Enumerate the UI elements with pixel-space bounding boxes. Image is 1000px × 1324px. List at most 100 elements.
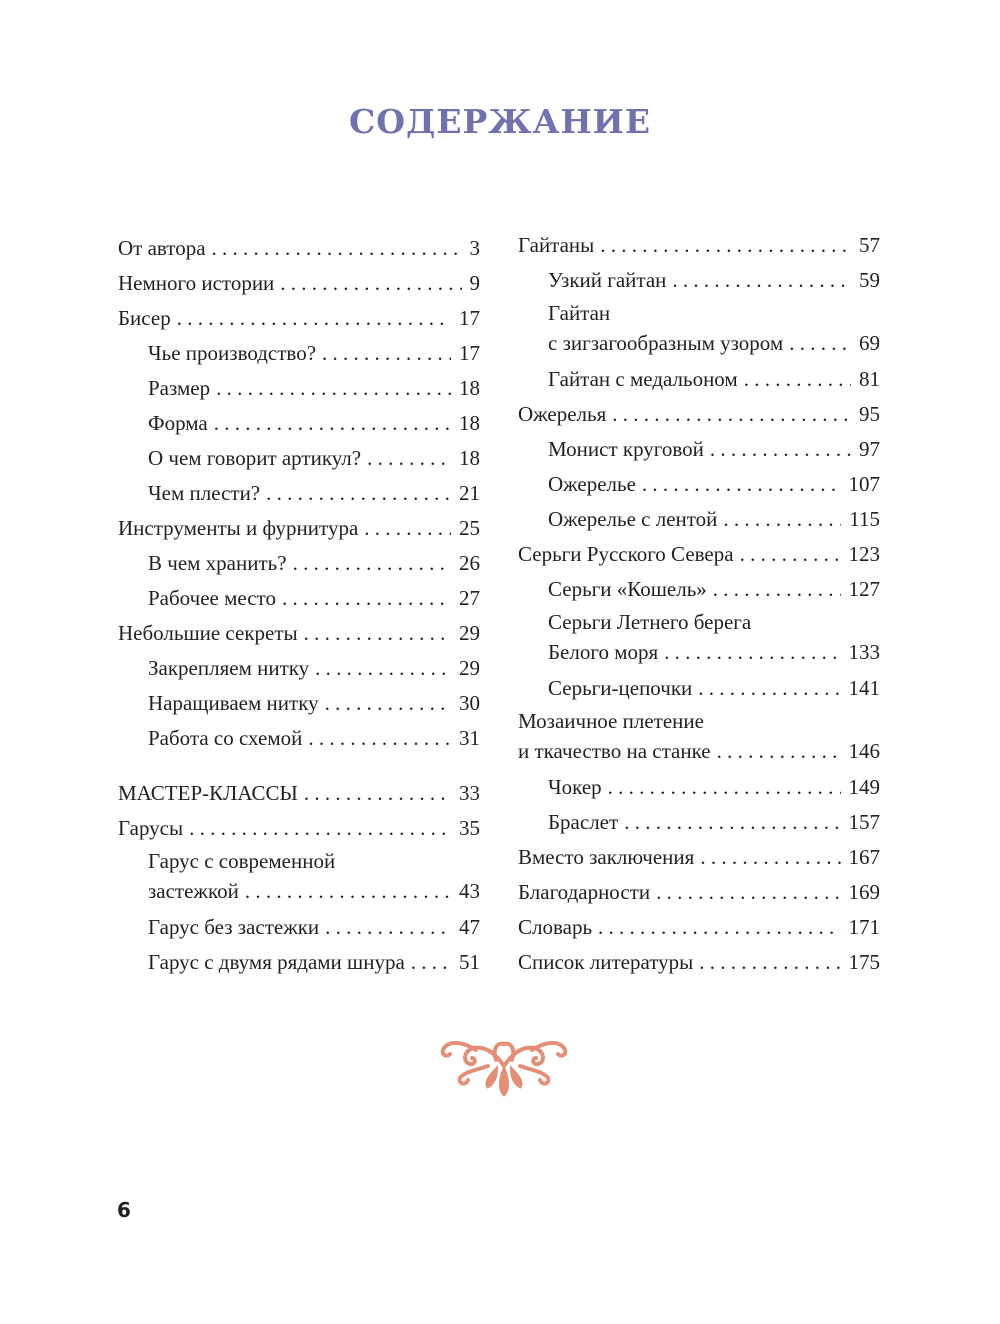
toc-entry[interactable]: Узкий гайтан 59: [518, 263, 880, 298]
toc-entry[interactable]: Словарь 171: [518, 910, 880, 945]
toc-entry[interactable]: Гарус с двумя рядами шнура 51: [118, 945, 480, 980]
dot-leader: [189, 811, 451, 846]
dot-leader: [293, 546, 451, 581]
toc-entry-line: Узкий гайтан 59: [518, 263, 880, 298]
toc-entry[interactable]: Немного истории 9: [118, 266, 480, 301]
toc-page-number: 31: [459, 726, 480, 750]
toc-entry-line: Ожерелье с лентой 115: [518, 502, 880, 537]
toc-entry-title: Узкий гайтан: [548, 268, 667, 292]
toc-entry[interactable]: Закрепляем нитку 29: [118, 651, 480, 686]
dot-leader: [411, 945, 451, 980]
toc-entry[interactable]: От автора 3: [118, 231, 480, 266]
toc-page-number: 43: [459, 879, 480, 903]
toc-entry-title: Серьги Летнего берега: [548, 610, 752, 634]
toc-entry-line: Гарус с двумя рядами шнура 51: [118, 945, 480, 980]
toc-entry-line: МАСТЕР-КЛАССЫ 33: [118, 776, 480, 811]
toc-entry[interactable]: О чем говорит артикул? 18: [118, 441, 480, 476]
toc-entry-line: Браслет 157: [518, 805, 880, 840]
toc-entry-line: Серьги Русского Севера 123: [518, 537, 880, 572]
toc-entry-title: Ожерелья: [518, 402, 607, 426]
toc-page-number: 69: [859, 331, 880, 355]
toc-entry[interactable]: Чокер 149: [518, 770, 880, 805]
toc-entry[interactable]: Браслет 157: [518, 805, 880, 840]
dot-leader: [642, 467, 841, 502]
toc-entry[interactable]: Работа со схемой 31: [118, 721, 480, 756]
dot-leader: [612, 397, 851, 432]
toc-entry[interactable]: В чем хранить? 26: [118, 546, 480, 581]
toc-entry-title: Гарус с современной: [148, 849, 336, 873]
toc-entry[interactable]: Рабочее место 27: [118, 581, 480, 616]
toc-entry-line: Серьги «Кошель» 127: [518, 572, 880, 607]
toc-entry[interactable]: Наращиваем нитку 30: [118, 686, 480, 721]
toc-entry[interactable]: Серьги-цепочки 141: [518, 671, 880, 706]
toc-page-number: 9: [469, 271, 481, 295]
dot-leader: [740, 537, 841, 572]
toc-entry-line: Работа со схемой 31: [118, 721, 480, 756]
toc-entry[interactable]: Ожерелье с лентой 115: [518, 502, 880, 537]
toc-entry[interactable]: Чье производство? 17: [118, 336, 480, 371]
toc-page-number: 18: [459, 446, 480, 470]
toc-page-number: 97: [859, 437, 880, 461]
toc-entry[interactable]: Чем плести? 21: [118, 476, 480, 511]
toc-entry[interactable]: Серьги «Кошель» 127: [518, 572, 880, 607]
toc-entry[interactable]: Мозаичное плетение и ткачество на станке 1…: [518, 706, 880, 770]
toc-page-number: 146: [848, 739, 881, 763]
toc-entry-line: Гарус с современной: [118, 846, 480, 876]
toc-entry-line: Белого моря 133: [518, 637, 880, 671]
dot-leader: [672, 263, 851, 298]
toc-entry[interactable]: Гайтан с медальоном 81: [518, 362, 880, 397]
toc-entry[interactable]: Гайтан с зигзагообразным узором 69: [518, 298, 880, 362]
toc-entry[interactable]: Небольшие секреты 29: [118, 616, 480, 651]
toc-entry[interactable]: Бисер 17: [118, 301, 480, 336]
dot-leader: [304, 776, 451, 811]
toc-entry[interactable]: Гарус с современной застежкой 43: [118, 846, 480, 910]
toc-entry-title: Ожерелье с лентой: [548, 507, 718, 531]
toc-page-number: 18: [459, 376, 480, 400]
toc-page-number: 17: [459, 306, 480, 330]
toc-entry[interactable]: Монист круговой 97: [518, 432, 880, 467]
toc-entry-line: Наращиваем нитку 30: [118, 686, 480, 721]
toc-entry[interactable]: Благодарности 169: [518, 875, 880, 910]
toc-entry-title: застежкой: [148, 879, 239, 903]
toc-entry-line: с зигзагообразным узором 69: [518, 328, 880, 362]
toc-entry[interactable]: Ожерелья 95: [518, 397, 880, 432]
toc-entry-line: Инструменты и фурнитура 25: [118, 511, 480, 546]
toc-entry-title: Вместо заключения: [518, 845, 695, 869]
toc-page-number: 127: [848, 577, 881, 601]
toc-entry-title: Чокер: [548, 775, 602, 799]
toc-entry[interactable]: Размер 18: [118, 371, 480, 406]
toc-entry-title: В чем хранить?: [148, 551, 287, 575]
toc-entry[interactable]: Ожерелье 107: [518, 467, 880, 502]
toc-page-number: 17: [459, 341, 480, 365]
toc-entry-line: Чокер 149: [518, 770, 880, 805]
toc-entry[interactable]: Форма 18: [118, 406, 480, 441]
dot-leader: [608, 770, 841, 805]
toc-entry-title: с зигзагообразным узором: [548, 331, 784, 355]
toc-entry-line: Закрепляем нитку 29: [118, 651, 480, 686]
toc-entry-line: Немного истории 9: [118, 266, 480, 301]
toc-entry-line: Словарь 171: [518, 910, 880, 945]
toc-entry-title: Гарусы: [118, 816, 184, 840]
toc-entry[interactable]: Вместо заключения 167: [518, 840, 880, 875]
dot-leader: [744, 362, 851, 397]
toc-entry-line: О чем говорит артикул? 18: [118, 441, 480, 476]
toc-entry-line: Небольшие секреты 29: [118, 616, 480, 651]
toc-entry-title: Гайтан с медальоном: [548, 367, 738, 391]
toc-entry[interactable]: Серьги Летнего берега Белого моря 133: [518, 607, 880, 671]
toc-page-number: 81: [859, 367, 880, 391]
toc-entry[interactable]: Гарусы 35: [118, 811, 480, 846]
toc-entry[interactable]: МАСТЕР-КЛАССЫ 33: [118, 776, 480, 811]
toc-entry[interactable]: Серьги Русского Севера 123: [518, 537, 880, 572]
toc-entry-title: Гарус без застежки: [148, 915, 320, 939]
toc-entry[interactable]: Гайтаны 57: [518, 228, 880, 263]
toc-entry[interactable]: Список литературы 175: [518, 945, 880, 980]
toc-entry-title: Работа со схемой: [148, 726, 303, 750]
toc-entry-line: Серьги-цепочки 141: [518, 671, 880, 706]
dot-leader: [266, 476, 451, 511]
toc-entry-line: Гарус без застежки 47: [118, 910, 480, 945]
toc-entry[interactable]: Гарус без застежки 47: [118, 910, 480, 945]
toc-entry[interactable]: Инструменты и фурнитура 25: [118, 511, 480, 546]
page-number: 6: [117, 1198, 131, 1222]
toc-page-number: 95: [859, 402, 880, 426]
dot-leader: [325, 686, 451, 721]
